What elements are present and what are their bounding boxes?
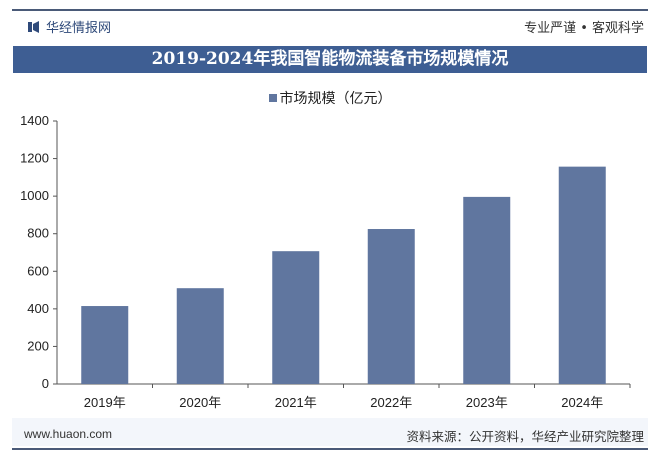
footer-band [12,418,648,446]
bar-2021年 [272,251,320,384]
x-tick-label: 2024年 [561,395,603,410]
bar-2023年 [463,196,511,384]
x-tick-label: 2020年 [179,395,221,410]
y-tick-label: 800 [27,226,49,241]
legend: 市场规模（亿元） [0,88,660,108]
y-tick-label: 400 [27,301,49,316]
footer-website[interactable]: www.huaon.com [24,427,113,441]
x-tick-label: 2022年 [370,395,412,410]
x-tick-label: 2023年 [466,395,508,410]
y-tick-label: 200 [27,338,49,353]
legend-label: 市场规模（亿元） [279,91,392,107]
brand: 华经情报网 [28,17,111,36]
bottom-divider [12,448,648,450]
x-tick-label: 2021年 [275,395,317,410]
y-tick-label: 0 [42,376,49,391]
y-tick-label: 1000 [20,188,49,203]
bar-2019年 [81,306,129,384]
legend-swatch [268,94,277,102]
footer-source: 资料来源：公开资料，华经产业研究院整理 [406,429,644,444]
top-divider [12,9,648,11]
bar-2024年 [558,166,606,384]
y-tick-label: 600 [27,263,49,278]
chart-title: 2019-2024年我国智能物流装备市场规模情况 [13,46,647,73]
y-tick-label: 1200 [20,151,49,166]
brand-name: 华经情报网 [46,21,112,36]
bar-2020年 [176,288,224,384]
slogan: 专业严谨 • 客观科学 [524,21,644,36]
x-tick-label: 2019年 [84,395,126,410]
y-tick-label: 1400 [20,113,49,128]
brand-logo-icon [28,20,39,33]
bar-2022年 [367,229,415,384]
